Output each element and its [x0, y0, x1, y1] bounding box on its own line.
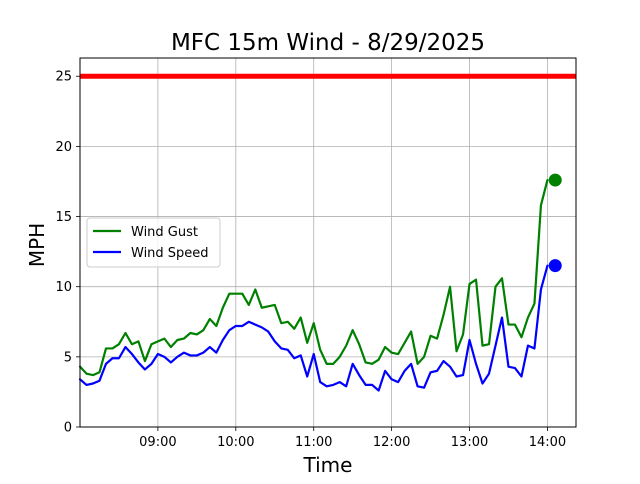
x-tick-label: 14:00 — [529, 435, 566, 450]
x-tick-label: 13:00 — [451, 435, 488, 450]
y-tick-label: 25 — [55, 70, 72, 85]
end-marker-wind-speed — [548, 259, 562, 273]
chart-title: MFC 15m Wind - 8/29/2025 — [171, 30, 485, 56]
y-tick-label: 5 — [64, 350, 72, 365]
x-tick-label: 09:00 — [139, 435, 176, 450]
legend-label-wind-speed: Wind Speed — [131, 246, 209, 261]
y-axis-label: MPH — [25, 223, 49, 267]
x-tick-layer: 09:00 10:00 11:00 12:00 13:00 14:00 — [139, 427, 566, 450]
end-marker-wind-gust — [548, 173, 562, 187]
y-tick-label: 0 — [64, 421, 72, 436]
series-line-wind-speed — [78, 264, 549, 392]
series-layer — [78, 173, 562, 392]
x-tick-label: 11:00 — [295, 435, 332, 450]
grid-layer — [80, 58, 576, 428]
y-tick-label: 15 — [55, 210, 72, 225]
y-tick-label: 10 — [55, 280, 72, 295]
legend-label-wind-gust: Wind Gust — [131, 225, 198, 240]
legend: Wind Gust Wind Speed — [86, 217, 221, 268]
plot-frame — [79, 57, 577, 428]
y-tick-label: 20 — [55, 140, 72, 155]
x-tick-label: 12:00 — [373, 435, 410, 450]
x-tick-label: 10:00 — [217, 435, 254, 450]
x-axis-label: Time — [303, 453, 353, 477]
series-line-wind-gust — [78, 178, 549, 377]
y-tick-layer: 0 5 10 15 20 25 — [55, 70, 80, 436]
